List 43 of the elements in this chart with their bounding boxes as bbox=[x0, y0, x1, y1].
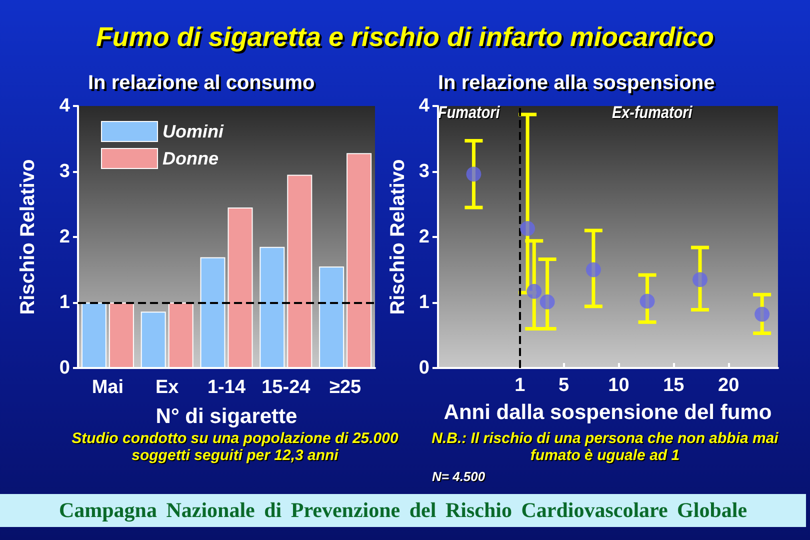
point bbox=[754, 306, 770, 322]
annotation: Ex-fumatori bbox=[612, 103, 692, 123]
point bbox=[640, 294, 655, 309]
x-tick-label: 5 bbox=[558, 375, 570, 396]
y-tick-label: 4 bbox=[59, 96, 70, 116]
text: N.B.: Il rischio di una persona che non abbia mai fumato è uguale ad 1 bbox=[430, 430, 780, 464]
y-axis-title: Rischio Relativo bbox=[387, 159, 409, 315]
annotation: Fumatori bbox=[438, 103, 500, 123]
point bbox=[466, 166, 482, 182]
x-tick-label: 20 bbox=[718, 375, 740, 396]
legend-label: Uomini bbox=[162, 122, 224, 142]
x-tick-label: 1-14 bbox=[207, 377, 246, 398]
y-tick-label: 3 bbox=[418, 161, 430, 182]
chart-title: In relazione alla sospensione bbox=[438, 72, 715, 95]
x-tick-label: Mai bbox=[92, 377, 124, 398]
x-tick-label: 10 bbox=[608, 375, 630, 396]
x-tick-label: 15-24 bbox=[262, 377, 311, 398]
chart-title: Fumo di sigaretta e rischio di infarto miocardico bbox=[94, 22, 716, 53]
y-tick-label: 1 bbox=[59, 292, 70, 313]
y-axis-title: Rischio Relativo bbox=[17, 159, 39, 315]
y-tick-label: 2 bbox=[59, 226, 70, 248]
x-axis-title: N° di sigarette bbox=[156, 405, 298, 428]
y-tick-label: 3 bbox=[59, 161, 70, 182]
x-axis-title: Anni dalla sospensione del fumo bbox=[444, 401, 772, 424]
point bbox=[586, 262, 601, 278]
text: N= 4.500 bbox=[432, 469, 486, 484]
text: Campagna Nazionale di Prevenzione del Rischio Cardiovascolare Globale bbox=[0, 494, 806, 527]
point bbox=[540, 294, 555, 310]
x-tick-label: 15 bbox=[663, 375, 685, 396]
chart-subtitle: In relazione al consumo bbox=[88, 72, 315, 95]
y-tick-label: 0 bbox=[59, 358, 70, 378]
y-tick-label: 1 bbox=[418, 292, 430, 313]
legend-label: Donne bbox=[162, 148, 218, 168]
y-tick-label: 4 bbox=[418, 96, 430, 116]
point bbox=[526, 284, 542, 299]
x-tick-label: ≥25 bbox=[330, 377, 362, 398]
x-tick-label: 1 bbox=[514, 375, 526, 396]
point bbox=[692, 272, 708, 288]
x-tick-label: Ex bbox=[155, 377, 180, 398]
y-tick-label: 0 bbox=[418, 358, 430, 378]
y-tick-label: 2 bbox=[418, 226, 430, 248]
point bbox=[520, 220, 536, 236]
text: Studio condotto su una popolazione di 25.000 soggetti seguiti per 12,3 anni bbox=[70, 430, 400, 464]
